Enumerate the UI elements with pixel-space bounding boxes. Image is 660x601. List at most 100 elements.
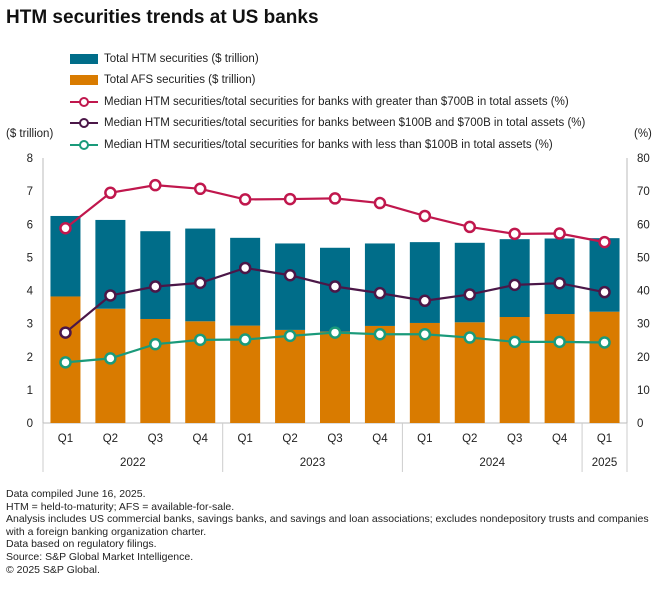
left-tick-label: 4 — [27, 286, 34, 298]
quarter-label: Q1 — [417, 433, 432, 445]
series-point — [59, 356, 72, 369]
series-point — [553, 335, 566, 349]
series-point — [553, 276, 566, 290]
legend-swatch — [70, 75, 98, 86]
afs-bar — [499, 317, 530, 423]
legend-line-marker — [70, 96, 98, 108]
right-tick-label: 20 — [637, 352, 650, 364]
legend-line-marker — [70, 139, 98, 151]
left-tick-label: 6 — [27, 219, 33, 231]
note: Data compiled June 16, 2025. — [6, 488, 146, 500]
afs-bar — [320, 331, 350, 423]
legend-line-marker — [70, 117, 98, 129]
right-tick-label: 40 — [637, 286, 650, 298]
series-point — [328, 326, 342, 339]
right-tick-label: 70 — [637, 186, 650, 198]
note: © 2025 S&P Global. — [6, 563, 100, 576]
series-point — [508, 278, 521, 292]
legend-label: Median HTM securities/total securities f… — [104, 117, 586, 130]
year-label: 2023 — [300, 457, 326, 469]
series-point — [328, 280, 342, 293]
quarter-label: Q4 — [372, 433, 388, 445]
afs-bar — [140, 318, 171, 423]
year-label: 2022 — [120, 457, 146, 469]
series-point — [193, 333, 207, 347]
series-point — [553, 227, 566, 240]
note: HTM = held-to-maturity; AFS = available-… — [6, 500, 235, 513]
afs-bar — [364, 325, 395, 423]
series-point — [328, 192, 342, 205]
htm-bar — [185, 228, 216, 322]
left-tick-label: 2 — [27, 352, 33, 364]
note: Source: S&P Global Market Intelligence. — [6, 550, 194, 563]
quarter-label: Q2 — [282, 433, 297, 445]
right-axis-unit: (%) — [634, 128, 652, 140]
legend-label: Median HTM securities/total securities f… — [104, 95, 569, 108]
afs-bar — [589, 311, 620, 423]
series-point — [193, 276, 207, 290]
htm-bar — [544, 238, 575, 315]
series-point — [238, 193, 252, 206]
legend: Total HTM securities ($ trillion) Total A… — [70, 48, 585, 156]
note: Analysis includes US commercial banks, s… — [6, 513, 649, 538]
year-label: 2024 — [479, 457, 505, 469]
htm-bar — [454, 242, 485, 323]
right-tick-label: 10 — [637, 385, 650, 397]
series-point — [283, 329, 297, 343]
series-point — [598, 336, 611, 349]
quarter-label: Q1 — [597, 433, 612, 445]
legend-label: Total HTM securities ($ trillion) — [104, 52, 259, 65]
quarter-label: Q4 — [552, 433, 568, 445]
legend-item: Median HTM securities/total securities f… — [70, 113, 585, 135]
quarter-label: Q3 — [327, 433, 342, 445]
right-tick-label: 60 — [637, 219, 650, 231]
series-point — [149, 178, 162, 192]
htm-bar — [364, 243, 395, 326]
series-point — [418, 294, 432, 308]
legend-item: Total HTM securities ($ trillion) — [70, 48, 585, 70]
quarter-label: Q3 — [507, 433, 522, 445]
left-tick-label: 8 — [27, 153, 33, 165]
afs-bar — [544, 314, 575, 423]
htm-bar — [230, 237, 261, 326]
series-point — [149, 280, 162, 293]
series-point — [149, 337, 162, 351]
htm-bar — [409, 242, 440, 323]
series-point — [598, 285, 611, 299]
left-axis-unit: ($ trillion) — [6, 128, 54, 140]
series-point — [238, 333, 252, 346]
right-tick-label: 80 — [637, 153, 650, 165]
series-point — [598, 235, 611, 249]
series-point — [104, 289, 117, 302]
series-point — [418, 327, 432, 341]
htm-bar — [140, 231, 171, 319]
htm-bar — [589, 238, 620, 312]
series-point — [104, 186, 117, 200]
series-point — [59, 326, 72, 339]
left-tick-label: 1 — [27, 385, 33, 397]
series-point — [463, 331, 477, 344]
series-point — [463, 288, 477, 301]
left-tick-label: 5 — [27, 252, 33, 264]
series-point — [104, 352, 117, 365]
series-point — [373, 286, 387, 300]
legend-label: Median HTM securities/total securities f… — [104, 138, 553, 151]
legend-item: Median HTM securities/total securities f… — [70, 91, 585, 113]
series-point — [373, 196, 387, 210]
footnotes: Data compiled June 16, 2025. HTM = held-… — [6, 488, 656, 576]
series-point — [373, 327, 387, 341]
legend-swatch — [70, 53, 98, 64]
quarter-label: Q4 — [193, 433, 209, 445]
series-point — [193, 182, 207, 196]
quarter-label: Q2 — [103, 433, 118, 445]
legend-item: Total AFS securities ($ trillion) — [70, 70, 585, 92]
chart-title: HTM securities trends at US banks — [6, 7, 319, 28]
quarter-label: Q1 — [58, 433, 73, 445]
left-tick-label: 3 — [27, 319, 33, 331]
right-tick-label: 50 — [637, 252, 650, 264]
quarter-label: Q3 — [148, 433, 163, 445]
right-tick-label: 30 — [637, 319, 650, 331]
legend-label: Total AFS securities ($ trillion) — [104, 74, 256, 87]
